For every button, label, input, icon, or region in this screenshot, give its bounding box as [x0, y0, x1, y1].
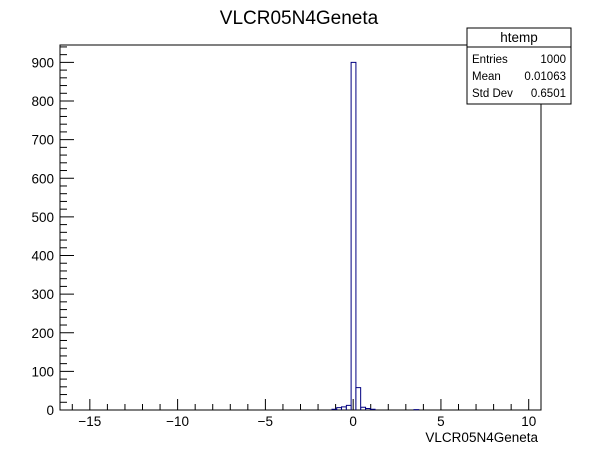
stats-box-title: htemp [500, 30, 538, 45]
histogram-outline [331, 61, 420, 411]
stats-entries-label: Entries [472, 54, 508, 66]
x-tick-label: 10 [521, 414, 536, 429]
x-tick-label: 0 [349, 414, 357, 429]
stats-box-frame [466, 27, 572, 105]
chart-title: VLCR05N4Geneta [220, 8, 379, 29]
x-axis: −15 −10 −5 0 5 10 [71, 399, 536, 429]
stats-stddev-value: 0.6501 [531, 88, 566, 100]
stats-stddev-label: Std Dev [472, 88, 513, 100]
x-axis-title: VLCR05N4Geneta [425, 430, 538, 445]
y-tick-label: 400 [31, 249, 54, 264]
stats-box: htemp Entries 1000 Mean 0.01063 Std Dev … [466, 27, 572, 105]
y-tick-label: 300 [31, 287, 54, 302]
y-tick-label: 800 [31, 94, 54, 109]
y-axis: 0 100 200 300 400 500 600 700 800 900 [31, 46, 74, 418]
y-tick-label: 900 [31, 55, 54, 70]
y-tick-label: 700 [31, 133, 54, 148]
y-tick-label: 100 [31, 364, 54, 379]
y-tick-label: 600 [31, 171, 54, 186]
stats-entries-value: 1000 [540, 54, 566, 66]
y-tick-label: 200 [31, 326, 54, 341]
x-tick-label: −5 [258, 414, 273, 429]
x-tick-label: −15 [78, 414, 101, 429]
stats-mean-value: 0.01063 [524, 71, 566, 83]
stats-mean-label: Mean [472, 71, 501, 83]
y-tick-label: 0 [46, 403, 54, 418]
x-tick-label: 5 [437, 414, 445, 429]
x-tick-label: −10 [166, 414, 189, 429]
y-tick-label: 500 [31, 210, 54, 225]
